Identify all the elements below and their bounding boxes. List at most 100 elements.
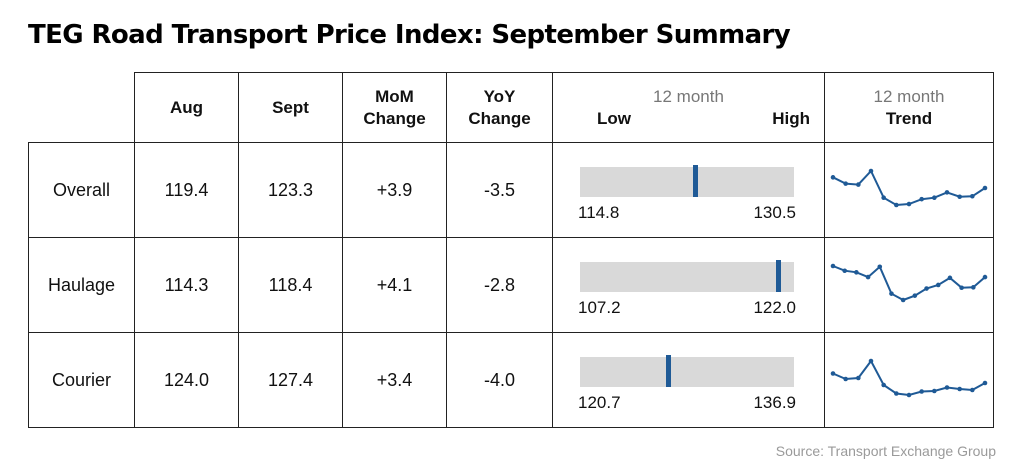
sparkline-point	[982, 274, 988, 280]
range-low-value: 114.8	[578, 203, 620, 222]
sparkline-point	[843, 376, 848, 382]
sparkline-point	[868, 168, 874, 174]
range-cell: 114.8 130.5	[552, 142, 825, 238]
cell-yoy: -3.5	[446, 142, 553, 238]
sparkline-point	[842, 268, 847, 274]
cell-aug: 124.0	[134, 332, 239, 428]
trend-cell	[824, 237, 994, 333]
header-row: Aug Sept MoM Change YoY Change 12 month …	[28, 72, 994, 143]
sparkline	[830, 168, 988, 208]
sparkline-line	[832, 169, 986, 207]
sparkline-point	[924, 286, 929, 291]
sparkline-point	[982, 185, 988, 191]
col-header-trend: 12 month Trend	[824, 72, 994, 143]
sparkline-point	[881, 195, 886, 201]
range-cell: 120.7 136.9	[552, 332, 825, 428]
sparkline-point	[856, 182, 861, 187]
range-low-value: 120.7	[578, 393, 621, 412]
sparkline-point	[877, 264, 883, 270]
range-cell: 107.2 122.0	[552, 237, 825, 333]
sparkline-point	[912, 293, 918, 298]
col-header-trend-bottom: Trend	[885, 108, 933, 128]
sparkline-point	[830, 263, 836, 269]
col-header-yoy-line1: YoY	[483, 86, 516, 106]
sparkline-point	[919, 196, 924, 202]
range-marker	[693, 165, 699, 197]
sparkline-point	[843, 181, 848, 186]
cell-mom: +4.1	[342, 237, 447, 333]
cell-sept: 118.4	[238, 237, 343, 333]
cell-yoy: -4.0	[446, 332, 553, 428]
trend-cell	[824, 332, 994, 428]
cell-sept: 127.4	[238, 332, 343, 428]
sparkline-point	[830, 175, 836, 180]
page-title: TEG Road Transport Price Index: Septembe…	[28, 20, 791, 50]
row-label: Courier	[28, 332, 135, 428]
cell-aug: 119.4	[134, 142, 239, 238]
range-marker	[666, 355, 671, 387]
sparkline-point	[894, 202, 899, 208]
col-header-range-high: High	[772, 108, 810, 128]
col-header-trend-top: 12 month	[873, 86, 945, 106]
range-high-value: 130.5	[753, 203, 796, 222]
sparkline-point	[935, 282, 941, 288]
sparkline-point	[944, 190, 950, 195]
row-label: Overall	[28, 142, 135, 238]
sparkline-point	[900, 297, 906, 303]
col-header-yoy: YoY Change	[446, 72, 553, 143]
col-header-sept: Sept	[238, 72, 343, 143]
table-row: Overall 119.4 123.3 +3.9 -3.5 114.8 130.…	[28, 142, 994, 238]
col-header-yoy-line2: Change	[468, 108, 531, 128]
sparkline-point	[856, 375, 861, 381]
sparkline-point	[881, 382, 886, 388]
sparkline-point	[944, 385, 950, 390]
col-header-range: 12 month Low High	[552, 72, 825, 143]
range-high-value: 136.9	[753, 393, 796, 412]
sparkline-point	[906, 392, 912, 398]
summary-table: Aug Sept MoM Change YoY Change 12 month …	[28, 72, 994, 428]
sparkline-line	[832, 359, 986, 397]
range-high-value: 122.0	[753, 298, 796, 317]
sparkline-point	[830, 371, 836, 376]
sparkline-point	[970, 387, 975, 393]
sparkline-point	[932, 195, 937, 201]
col-header-mom-line2: Change	[363, 108, 426, 128]
sparkline-point	[970, 193, 975, 199]
cell-mom: +3.4	[342, 332, 447, 428]
range-bar	[580, 165, 794, 197]
trend-cell	[824, 142, 994, 238]
source-note: Source: Transport Exchange Group	[775, 443, 996, 459]
row-label: Haulage	[28, 237, 135, 333]
corner-cell	[28, 72, 135, 143]
cell-sept: 123.3	[238, 142, 343, 238]
col-header-mom: MoM Change	[342, 72, 447, 143]
cell-yoy: -2.8	[446, 237, 553, 333]
col-header-range-low: Low	[597, 108, 631, 128]
sparkline-point	[854, 270, 859, 275]
col-header-range-top: 12 month	[653, 86, 724, 106]
sparkline-point	[957, 194, 962, 200]
sparkline	[830, 263, 988, 303]
sparkline-point	[906, 201, 912, 207]
table-row: Haulage 114.3 118.4 +4.1 -2.8 107.2 122.…	[28, 237, 994, 333]
sparkline-point	[932, 388, 937, 394]
sparkline-point	[889, 291, 894, 296]
sparkline	[830, 358, 988, 398]
col-header-mom-line1: MoM	[375, 86, 414, 106]
range-marker	[775, 260, 781, 292]
cell-mom: +3.9	[342, 142, 447, 238]
sparkline-point	[919, 389, 924, 394]
cell-aug: 114.3	[134, 237, 239, 333]
range-bar	[580, 355, 794, 387]
range-bar	[580, 260, 794, 292]
sparkline-point	[982, 380, 988, 386]
sparkline-point	[971, 285, 976, 290]
sparkline-point	[868, 358, 874, 364]
sparkline-point	[894, 391, 899, 396]
col-header-aug: Aug	[134, 72, 239, 143]
range-low-value: 107.2	[578, 298, 621, 317]
sparkline-point	[947, 275, 953, 281]
table-row: Courier 124.0 127.4 +3.4 -4.0 120.7 136.…	[28, 332, 994, 428]
sparkline-point	[959, 285, 964, 291]
sparkline-point	[865, 274, 871, 280]
